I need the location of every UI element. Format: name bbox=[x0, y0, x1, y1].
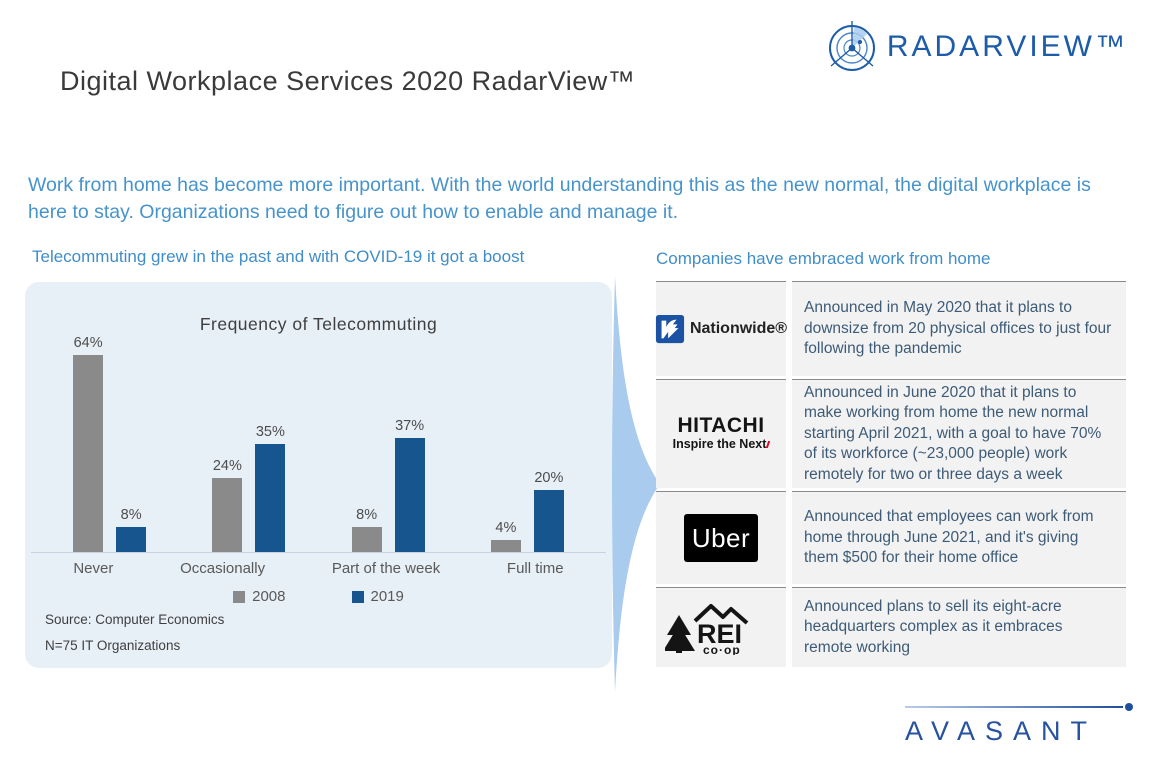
bar-value-label: 64% bbox=[73, 335, 103, 351]
avasant-logo-line bbox=[905, 703, 1133, 711]
nationwide-eagle-icon bbox=[655, 314, 684, 344]
company-description-cell: Announced that employees can work from h… bbox=[792, 491, 1126, 584]
bar-2008-part-of-the-week: 8% bbox=[351, 507, 382, 552]
company-description-cell: Announced plans to sell its eight-acre h… bbox=[792, 587, 1126, 667]
company-row-uber: Uber Announced that employees can work f… bbox=[656, 491, 1126, 584]
telecommuting-chart-panel: Frequency of Telecommuting 64% 8% 24% 35% 8%… bbox=[25, 282, 612, 668]
bar-group: 64% 8% bbox=[73, 335, 147, 552]
legend-label: 2019 bbox=[370, 588, 404, 605]
category-label: Never bbox=[73, 560, 114, 577]
chart-legend: 2008 2019 bbox=[25, 588, 612, 605]
company-description-cell: Announced in June 2020 that it plans to … bbox=[792, 379, 1126, 488]
rei-logo: REI co·op bbox=[656, 587, 786, 667]
chart-section-heading: Telecommuting grew in the past and with … bbox=[32, 247, 525, 266]
uber-logo: Uber bbox=[656, 491, 786, 584]
svg-text:REI: REI bbox=[697, 619, 742, 649]
bar-2008-never: 64% bbox=[73, 335, 104, 552]
bar-2008-occasionally: 24% bbox=[212, 458, 243, 552]
hitachi-red-accent-icon bbox=[766, 441, 771, 449]
avasant-logo: AVASANT bbox=[905, 703, 1133, 747]
chart-title: Frequency of Telecommuting bbox=[199, 314, 438, 334]
uber-logo-text: Uber bbox=[691, 522, 751, 553]
company-description: Announced in June 2020 that it plans to … bbox=[804, 383, 1102, 483]
nationwide-logo-text: Nationwide® bbox=[689, 320, 788, 337]
bar-value-label: 20% bbox=[534, 470, 564, 486]
legend-swatch-icon bbox=[233, 590, 246, 603]
bar-value-label: 4% bbox=[495, 520, 517, 536]
sample-size-note: N=75 IT Organizations bbox=[45, 638, 181, 653]
bar-2019-never: 8% bbox=[116, 507, 147, 552]
avasant-logo-text: AVASANT bbox=[905, 716, 1098, 746]
company-row-hitachi: HITACHI Inspire the Next Announced in Ju… bbox=[656, 379, 1126, 488]
flow-arrow bbox=[612, 276, 660, 692]
legend-swatch-icon bbox=[351, 590, 364, 603]
nationwide-logo: Nationwide® bbox=[655, 281, 788, 376]
company-row-nationwide: Nationwide® Announced in May 2020 that i… bbox=[655, 281, 1126, 376]
svg-text:co·op: co·op bbox=[703, 643, 741, 655]
source-note: Source: Computer Economics bbox=[45, 612, 225, 627]
bar-2019-full-time: 20% bbox=[533, 470, 564, 552]
companies-section-heading: Companies have embraced work from home bbox=[656, 249, 991, 268]
x-axis-line bbox=[31, 552, 606, 553]
category-label: Occasionally bbox=[180, 560, 266, 577]
category-labels: Never Occasionally Part of the week Full ti… bbox=[40, 560, 597, 577]
company-description: Announced plans to sell its eight-acre h… bbox=[804, 597, 1063, 656]
bar-value-label: 37% bbox=[395, 418, 425, 434]
bar-2019-part-of-the-week: 37% bbox=[394, 418, 425, 552]
bar-group: 24% 35% bbox=[212, 336, 286, 552]
bar-2008-full-time: 4% bbox=[490, 520, 521, 552]
page-title: Digital Workplace Services 2020 RadarVie… bbox=[60, 66, 636, 96]
company-row-rei: REI co·op Announced plans to sell its ei… bbox=[656, 587, 1126, 667]
hitachi-logo-text: HITACHI bbox=[677, 414, 765, 438]
bar-value-label: 8% bbox=[120, 507, 142, 523]
radar-icon bbox=[828, 21, 875, 71]
category-label: Part of the week bbox=[331, 560, 441, 577]
company-description-cell: Announced in May 2020 that it plans to d… bbox=[792, 281, 1126, 376]
hitachi-logo: HITACHI Inspire the Next bbox=[656, 379, 786, 488]
category-label: Full time bbox=[506, 560, 564, 577]
hitachi-tagline: Inspire the Next bbox=[673, 436, 771, 452]
bar-value-label: 24% bbox=[212, 458, 242, 474]
radarview-logo: RADARVIEW™ bbox=[823, 18, 1128, 76]
bar-chart: 64% 8% 24% 35% 8% 37% 4% 20% bbox=[40, 335, 597, 552]
bar-2019-occasionally: 35% bbox=[255, 424, 286, 552]
company-description: Announced in May 2020 that it plans to d… bbox=[804, 299, 1112, 358]
legend-item-2019: 2019 bbox=[351, 588, 404, 605]
intro-text: Work from home has become more important… bbox=[28, 174, 1091, 223]
legend-item-2008: 2008 bbox=[233, 588, 286, 605]
companies-table: Nationwide® Announced in May 2020 that i… bbox=[655, 281, 1126, 670]
bar-value-label: 8% bbox=[356, 507, 378, 523]
uber-logo-box: Uber bbox=[684, 514, 758, 562]
bar-value-label: 35% bbox=[255, 424, 285, 440]
bar-group: 8% 37% bbox=[351, 336, 425, 552]
bar-group: 4% 20% bbox=[490, 336, 564, 552]
radarview-logo-text: RADARVIEW™ bbox=[886, 30, 1128, 63]
legend-label: 2008 bbox=[252, 588, 286, 605]
company-description: Announced that employees can work from h… bbox=[804, 508, 1094, 567]
rei-logo-icon: REI co·op bbox=[665, 603, 749, 655]
